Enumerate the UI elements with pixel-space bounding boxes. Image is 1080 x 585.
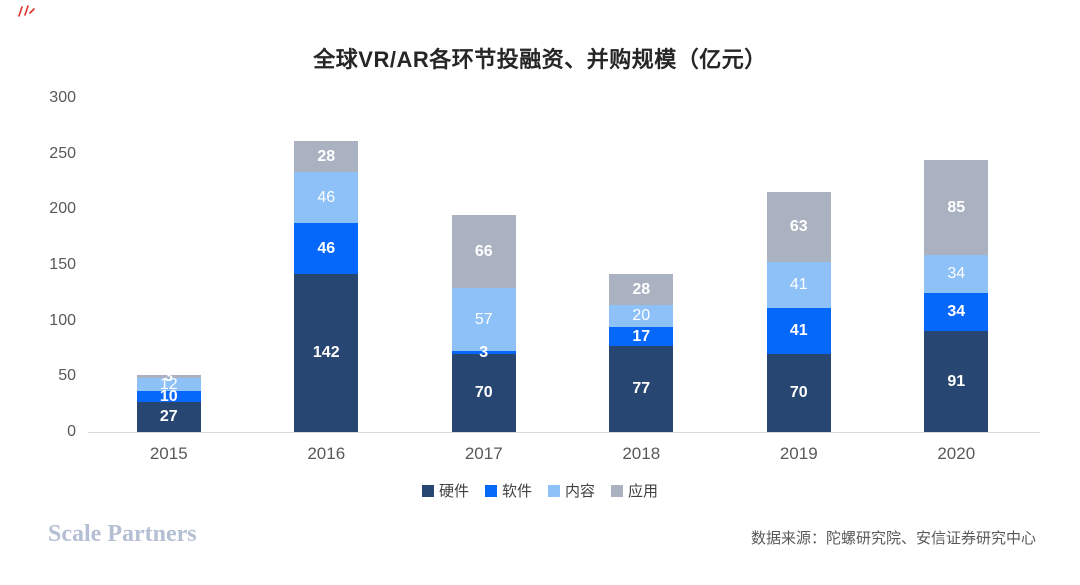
stacked-bar-2018: 77 17 20 28 [609, 274, 674, 432]
y-axis: 0 50 100 150 200 250 300 [0, 90, 76, 440]
data-label-2016-硬件: 142 [312, 344, 340, 361]
data-label-2018-软件: 17 [632, 327, 651, 345]
data-label-2017-内容: 57 [474, 310, 493, 328]
legend-swatch-软件 [484, 484, 497, 497]
stacked-bar-2017: 70 3 57 66 [451, 215, 516, 432]
bar-group-2019: 70 41 41 63 [720, 98, 878, 432]
data-label-2019-应用: 63 [789, 218, 808, 235]
y-tick-label-50: 50 [58, 367, 76, 385]
bar-segment-2020-内容: 34 [924, 255, 989, 293]
x-tick-label-2018: 2018 [622, 444, 661, 463]
data-label-2017-应用: 66 [474, 242, 493, 260]
legend-label-软件: 软件 [501, 483, 532, 500]
x-tick-label-2017: 2017 [464, 444, 503, 463]
bar-segment-2016-硬件: 142 [294, 274, 359, 432]
y-tick-label-100: 100 [49, 311, 76, 329]
bar-segment-2020-硬件: 91 [924, 331, 989, 432]
bar-segment-2017-硬件: 70 [451, 354, 516, 432]
bar-group-2017: 70 3 57 66 [405, 98, 563, 432]
bar-segment-2019-应用: 63 [766, 192, 831, 262]
y-tick-label-300: 300 [49, 89, 76, 106]
y-tick-label-150: 150 [49, 256, 76, 273]
bar-segment-2018-应用: 28 [609, 274, 674, 305]
x-tick-label-2020: 2020 [937, 444, 976, 463]
bar-segment-2018-内容: 20 [609, 305, 674, 327]
bar-segment-2018-软件: 17 [609, 327, 674, 346]
bar-group-2016: 142 46 46 28 [248, 98, 406, 432]
plot-area: 27 10 12 3 142 46 46 28 70 3 57 66 77 17 20 28 70 41 41 63 9… [90, 98, 1035, 432]
bar-segment-2018-硬件: 77 [609, 346, 674, 432]
legend-label-内容: 内容 [565, 483, 596, 500]
x-axis: 2015 2016 2017 2018 2019 2020 [90, 444, 1035, 464]
stacked-bar-2019: 70 41 41 63 [766, 192, 831, 432]
data-source-note: 数据来源：陀螺研究院、安信证券研究中心 [750, 530, 1036, 547]
bar-group-2018: 77 17 20 28 [563, 98, 721, 432]
legend-item-应用: 应用 [611, 480, 658, 501]
bar-segment-2020-软件: 34 [924, 293, 989, 331]
data-label-2020-应用: 85 [947, 198, 966, 216]
bar-group-2020: 91 34 34 85 [878, 98, 1036, 432]
data-label-2020-软件: 34 [947, 303, 966, 320]
chart-title: 全球VR/AR各环节投融资、并购规模（亿元） [313, 47, 767, 72]
x-tick-label-2016: 2016 [307, 444, 346, 463]
data-label-2019-软件: 41 [789, 322, 808, 339]
bar-segment-2015-应用: 3 [136, 368, 201, 384]
data-label-2018-硬件: 77 [632, 380, 651, 397]
data-label-2019-硬件: 70 [789, 384, 808, 401]
y-tick-label-250: 250 [49, 144, 76, 162]
legend-item-硬件: 硬件 [421, 480, 469, 501]
data-label-2015-应用: 3 [164, 367, 174, 385]
legend-label-应用: 应用 [628, 483, 659, 500]
bar-segment-2020-应用: 85 [924, 160, 989, 255]
x-axis-baseline [88, 432, 1040, 433]
stacked-bar-2016: 142 46 46 28 [294, 141, 359, 432]
legend-item-内容: 内容 [548, 480, 595, 501]
stacked-bar-2020: 91 34 34 85 [924, 160, 989, 432]
legend-item-软件: 软件 [484, 480, 532, 501]
bar-segment-2015-硬件: 27 [136, 402, 201, 432]
x-tick-label-2015: 2015 [149, 444, 188, 463]
data-label-2017-硬件: 70 [474, 384, 493, 401]
data-label-2019-内容: 41 [789, 276, 808, 293]
bar-segment-2016-内容: 46 [294, 172, 359, 223]
bar-segment-2017-内容: 57 [451, 288, 516, 351]
data-label-2016-内容: 46 [317, 188, 336, 206]
bar-segment-2016-软件: 46 [294, 223, 359, 274]
legend-swatch-内容 [548, 484, 560, 497]
legend-label-硬件: 硬件 [438, 483, 469, 500]
data-label-2016-软件: 46 [317, 239, 336, 257]
brand-logo-text: Scale Partners [48, 521, 197, 547]
data-label-2015-内容: 12 [159, 375, 178, 393]
data-label-2020-内容: 34 [947, 265, 966, 282]
stacked-bar-2015: 27 10 12 3 [136, 368, 201, 432]
bar-segment-2017-软件: 3 [451, 344, 516, 360]
y-tick-label-0: 0 [67, 423, 76, 440]
x-tick-label-2019: 2019 [779, 444, 818, 463]
bar-segment-2019-软件: 41 [766, 308, 831, 354]
bar-segment-2015-内容: 12 [136, 375, 201, 393]
bar-segment-2019-硬件: 70 [766, 354, 831, 432]
legend: 硬件 软件 内容 应用 [0, 480, 1080, 501]
legend-swatch-应用 [611, 484, 624, 497]
bar-segment-2017-应用: 66 [451, 215, 516, 288]
data-label-2016-应用: 28 [317, 147, 336, 165]
bar-group-2015: 27 10 12 3 [90, 98, 248, 432]
red-corner-mark [16, 4, 36, 25]
data-label-2017-软件: 3 [479, 343, 489, 361]
bar-segment-2015-软件: 10 [136, 387, 201, 405]
bar-segment-2019-内容: 41 [766, 262, 831, 308]
legend-swatch-硬件 [421, 484, 434, 497]
data-label-2018-应用: 28 [632, 280, 651, 298]
data-label-2015-软件: 10 [159, 387, 178, 405]
y-tick-label-200: 200 [49, 200, 76, 218]
data-label-2015-硬件: 27 [159, 408, 178, 425]
bars-container: 27 10 12 3 142 46 46 28 70 3 57 66 77 17 20 28 70 41 41 63 9… [90, 98, 1035, 432]
data-label-2020-硬件: 91 [947, 372, 966, 390]
bar-segment-2016-应用: 28 [294, 141, 359, 172]
data-label-2018-内容: 20 [632, 307, 651, 324]
